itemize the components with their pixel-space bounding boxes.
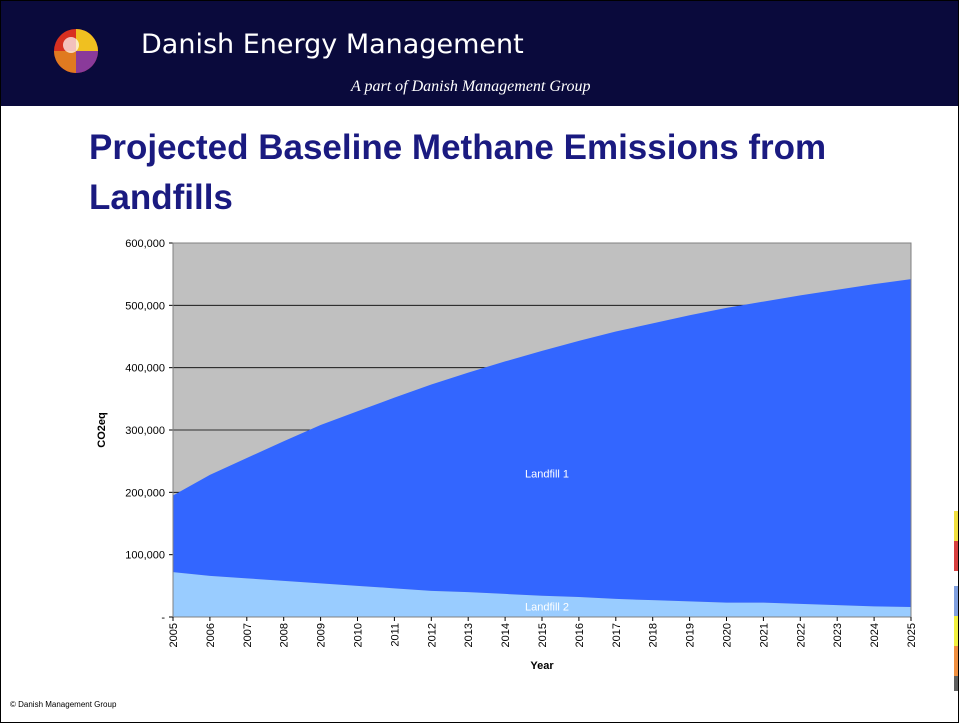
x-tick-label: 2022 [795, 623, 807, 647]
x-tick-label: 2007 [242, 623, 254, 647]
x-tick-label: 2020 [722, 623, 734, 647]
y-tick-label: - [161, 612, 165, 624]
x-tick-label: 2015 [537, 623, 549, 647]
x-tick-label: 2019 [685, 623, 697, 647]
area [173, 279, 911, 608]
brand-title: Danish Energy Management [141, 29, 524, 60]
x-tick-label: 2005 [168, 623, 180, 647]
y-tick-label: 400,000 [125, 363, 165, 375]
brand-subtitle: A part of Danish Management Group [351, 78, 591, 95]
x-tick-label: 2009 [316, 623, 328, 647]
x-tick-label: 2006 [205, 623, 217, 647]
y-tick-label: 100,000 [125, 550, 165, 562]
x-tick-label: 2023 [832, 623, 844, 647]
slide-title: Projected Baseline Methane Emissions fro… [89, 128, 827, 217]
x-tick-label: 2021 [758, 623, 770, 647]
x-tick-label: 2025 [906, 623, 918, 647]
x-tick-label: 2018 [648, 623, 660, 647]
x-tick-label: 2011 [389, 623, 401, 647]
y-tick-label: 300,000 [125, 425, 165, 437]
x-tick-label: 2016 [574, 623, 586, 647]
x-tick-label: 2008 [279, 623, 291, 647]
series-label: Landfill 2 [525, 601, 569, 613]
x-tick-label: 2010 [353, 623, 365, 647]
x-tick-label: 2012 [426, 623, 438, 647]
y-tick-label: 500,000 [125, 300, 165, 312]
y-axis-title: CO2eq [96, 412, 108, 447]
x-tick-label: 2014 [500, 623, 512, 647]
x-tick-label: 2013 [463, 623, 475, 647]
logo [54, 29, 98, 73]
copyright: © Danish Management Group [10, 700, 117, 709]
y-tick-label: 600,000 [125, 238, 165, 250]
x-axis-title: Year [530, 660, 554, 672]
header-bar [1, 1, 958, 106]
series-label: Landfill 1 [525, 468, 569, 480]
side-decoration [954, 511, 958, 691]
y-tick-label: 200,000 [125, 487, 165, 499]
area [173, 572, 911, 617]
x-tick-label: 2017 [611, 623, 623, 647]
x-tick-label: 2024 [869, 623, 881, 647]
